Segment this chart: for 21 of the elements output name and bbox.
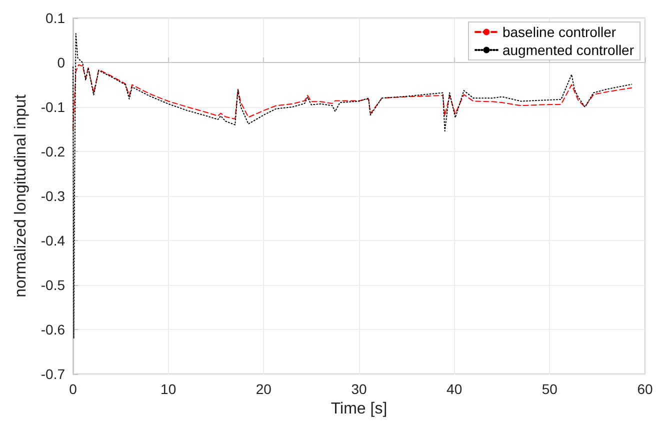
y-tick-label: 0 — [57, 54, 66, 70]
line-series — [72, 64, 632, 130]
x-tick-label: 0 — [69, 381, 78, 397]
x-tick-label: 20 — [256, 381, 272, 397]
x-axis-title: Time [s] — [330, 400, 388, 418]
x-tick-label: 60 — [637, 381, 653, 397]
y-tick-label: 0.1 — [46, 10, 66, 26]
x-tick-label: 50 — [542, 381, 558, 397]
y-tick-label: -0.3 — [40, 188, 66, 204]
y-tick-label: -0.2 — [40, 144, 66, 160]
x-tick-label: 30 — [351, 381, 367, 397]
x-tick-label: 40 — [446, 381, 462, 397]
y-tick-label: -0.4 — [40, 232, 66, 248]
legend-label: augmented controller — [502, 42, 634, 58]
y-tick-label: -0.6 — [40, 322, 66, 338]
x-tick-label: 10 — [160, 381, 176, 397]
y-axis-title: normalized longitudinal input — [12, 94, 30, 298]
legend-label: baseline controller — [502, 24, 616, 40]
y-tick-label: -0.7 — [40, 366, 66, 382]
y-tick-label: -0.1 — [40, 99, 66, 115]
y-tick-label: -0.5 — [40, 277, 66, 293]
